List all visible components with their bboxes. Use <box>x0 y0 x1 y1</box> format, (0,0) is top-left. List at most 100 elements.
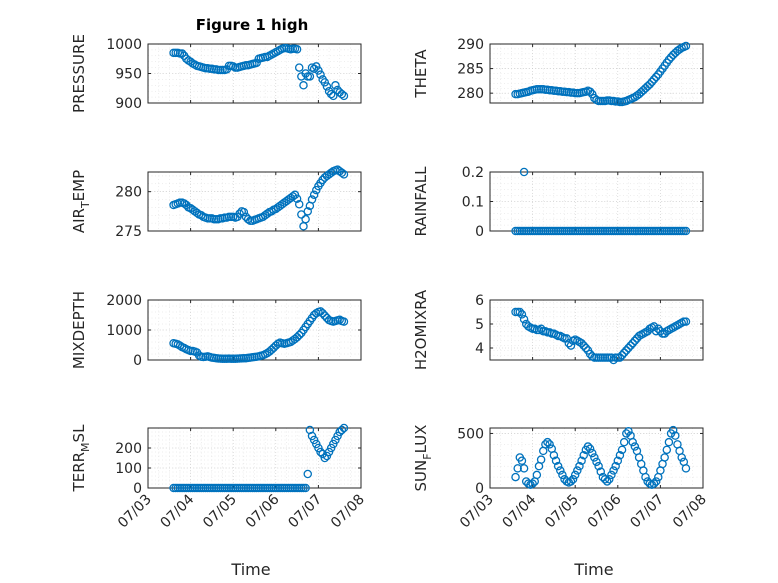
y-axis-label: THETA <box>412 49 430 99</box>
y-tick-label: 950 <box>115 67 142 83</box>
data-point <box>619 437 629 447</box>
data-point <box>292 45 302 54</box>
axes-box <box>489 43 704 104</box>
subplot-theta: 280 285 290 THETA <box>412 37 704 107</box>
data-point <box>177 49 187 58</box>
y-tick-label: 290 <box>457 37 484 53</box>
y-tick-label: 500 <box>457 426 484 442</box>
data-point <box>305 72 315 81</box>
data-point <box>617 350 627 360</box>
data-point <box>320 78 330 87</box>
y-axis-label: MIXDEPTH <box>70 291 88 369</box>
data-point <box>549 451 559 460</box>
data-point <box>294 63 304 72</box>
data-point <box>320 311 330 320</box>
data-point <box>630 442 640 451</box>
data-point <box>647 77 657 87</box>
data-point <box>239 207 249 217</box>
data-point <box>600 475 610 484</box>
data-point <box>617 445 627 455</box>
data-point <box>577 338 586 348</box>
data-point <box>316 70 325 79</box>
data-point <box>288 192 298 201</box>
data-point <box>573 466 582 475</box>
data-point <box>294 330 304 340</box>
plot-area <box>148 428 361 488</box>
y-tick-label: 5 <box>475 317 484 333</box>
x-axis-label-right: Time <box>573 560 613 579</box>
data-point <box>609 466 618 475</box>
data-point <box>292 194 302 203</box>
data-point <box>622 429 631 438</box>
data-point <box>513 464 522 473</box>
data-point <box>592 457 601 467</box>
data-point <box>192 208 202 218</box>
y-tick-label: 0 <box>475 224 484 240</box>
data-point <box>666 53 676 62</box>
data-point <box>337 425 347 435</box>
data-point <box>331 81 340 90</box>
data-point <box>551 456 561 465</box>
data-point <box>303 207 312 216</box>
x-axis-label-left: Time <box>230 560 270 579</box>
data-point <box>607 470 616 480</box>
y-axis-label: H2OMIXRA <box>412 289 430 370</box>
data-point <box>681 317 691 326</box>
y-tick-label: 4 <box>475 341 484 357</box>
data-point <box>570 470 580 480</box>
data-point <box>583 442 593 451</box>
data-point <box>519 167 529 177</box>
data-point <box>511 472 520 482</box>
y-tick-label: 0.2 <box>462 165 484 181</box>
data-point <box>309 435 319 445</box>
data-point <box>314 443 323 453</box>
subplot-h2omixra: 4 5 6 H2OMIXRA <box>412 289 704 370</box>
y-tick-label: 285 <box>457 62 484 78</box>
data-point <box>645 80 655 89</box>
data-point <box>252 58 261 68</box>
y-tick-label: 280 <box>457 86 484 102</box>
data-point <box>619 348 629 358</box>
data-point <box>303 469 312 479</box>
data-point <box>660 453 669 462</box>
data-point <box>536 455 546 464</box>
data-point <box>628 437 637 447</box>
data-point <box>675 45 684 54</box>
figure-title: Figure 1 high <box>196 16 309 34</box>
data-point <box>615 451 625 460</box>
data-point <box>312 439 321 449</box>
data-point <box>630 336 640 346</box>
data-point <box>309 190 319 200</box>
data-point <box>585 444 595 453</box>
data-point <box>320 453 330 463</box>
subplot-rainfall: 0 0.1 0.2 RAINFALL <box>412 165 704 240</box>
data-point <box>613 456 623 465</box>
data-point <box>581 343 591 353</box>
data-point <box>575 461 584 471</box>
data-point <box>553 461 563 471</box>
data-point <box>333 431 342 441</box>
data-point <box>607 353 616 362</box>
data-point <box>519 464 529 473</box>
data-point <box>577 456 586 465</box>
data-point <box>301 214 310 224</box>
data-point <box>662 445 672 455</box>
data-point <box>541 440 550 449</box>
data-point <box>579 341 588 350</box>
y-axis-label: PRESSURE <box>70 34 88 113</box>
data-point <box>664 437 674 447</box>
data-point <box>566 341 576 350</box>
y-tick-label: 6 <box>475 293 484 309</box>
data-point <box>668 425 678 435</box>
data-point <box>307 431 317 441</box>
data-point <box>312 62 321 71</box>
data-point <box>337 168 347 178</box>
y-tick-label: 1000 <box>106 37 142 53</box>
data-point <box>329 91 338 101</box>
data-point <box>517 310 527 319</box>
data-point <box>615 353 625 362</box>
data-point <box>536 324 546 334</box>
data-point <box>681 464 691 473</box>
data-point <box>263 209 272 218</box>
